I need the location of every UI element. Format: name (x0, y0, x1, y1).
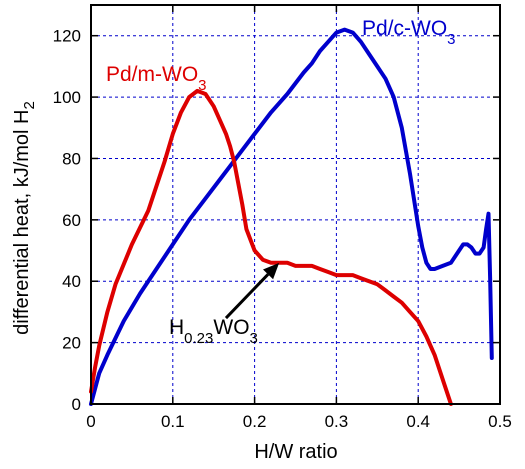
annotation-h-sub: 0.23 (184, 330, 213, 347)
y-axis-label: differential heat, kJ/mol H2 (11, 101, 38, 335)
y-tick-label: 120 (53, 27, 81, 46)
annotation-label: H0.23WO3 (169, 316, 258, 347)
series-label-pd-c-wo3-sub: 3 (447, 31, 455, 48)
annotation-wo-sub: 3 (250, 330, 258, 347)
x-tick-label: 0 (86, 412, 95, 431)
y-axis-label-main: differential heat, kJ/mol H (11, 110, 33, 335)
series-label-pd-m-wo3: Pd/m-WO3 (106, 63, 207, 94)
x-tick-label: 0.1 (161, 412, 185, 431)
annotation-arrowhead (263, 262, 280, 280)
y-tick-label: 100 (53, 88, 81, 107)
series-label-pd-m-wo3-sub: 3 (198, 77, 206, 94)
series-label-pd-c-wo3: Pd/c-WO3 (362, 17, 456, 48)
series-line-0 (89, 27, 494, 406)
plot-frame (90, 4, 501, 405)
series-line-1 (89, 88, 453, 406)
series-label-pd-m-wo3-main: Pd/m-WO (106, 63, 198, 86)
y-tick-label: 0 (72, 395, 81, 414)
y-tick-label: 40 (62, 272, 81, 291)
annotation-arrow (224, 273, 270, 320)
y-axis-label-sub: 2 (21, 101, 38, 109)
series-label-pd-c-wo3-main: Pd/c-WO (362, 17, 447, 40)
annotation-wo: WO (213, 316, 249, 339)
y-tick-label: 80 (62, 149, 81, 168)
annotation-h: H (169, 316, 184, 339)
x-tick-label: 0.2 (243, 412, 267, 431)
x-tick-label: 0.4 (406, 412, 430, 431)
x-tick-label: 0.3 (325, 412, 349, 431)
axis-ticks: 0 0.1 0.2 0.3 0.4 0.5 0 20 40 60 80 100 120 (53, 5, 512, 431)
grid-lines (91, 5, 500, 404)
y-tick-label: 60 (62, 211, 81, 230)
y-tick-label: 20 (62, 334, 81, 353)
series-lines (89, 27, 494, 406)
x-axis-label: H/W ratio (254, 441, 337, 463)
x-tick-label: 0.5 (488, 412, 512, 431)
